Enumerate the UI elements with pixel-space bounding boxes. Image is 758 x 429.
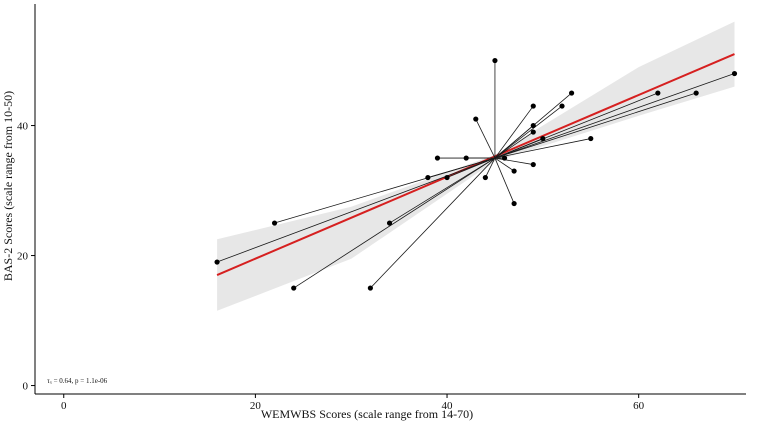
- points-layer: [214, 57, 738, 291]
- spokes-layer: [216, 60, 735, 289]
- data-point: [214, 259, 220, 265]
- data-point: [473, 116, 479, 122]
- data-point: [444, 174, 450, 181]
- spoke-line: [475, 118, 496, 159]
- fit-line-layer: [216, 53, 735, 276]
- spoke-line: [446, 157, 496, 178]
- spoke-line: [494, 157, 515, 172]
- spoke-line: [494, 131, 534, 159]
- data-point: [492, 57, 498, 64]
- data-point: [731, 70, 738, 77]
- data-point: [434, 155, 441, 161]
- x-tick-label: 60: [633, 400, 645, 412]
- spoke-line: [494, 157, 534, 165]
- data-point: [511, 168, 517, 174]
- data-point: [511, 200, 517, 207]
- data-point: [386, 220, 393, 226]
- data-point: [367, 285, 373, 291]
- data-point: [530, 161, 536, 168]
- x-tick-label: 20: [250, 400, 262, 412]
- data-point: [425, 174, 431, 181]
- regression-line: [216, 53, 735, 276]
- axes-layer: [34, 4, 746, 395]
- data-point: [291, 285, 297, 291]
- spoke-line: [494, 157, 515, 204]
- spoke-line: [216, 157, 496, 263]
- spoke-line: [370, 157, 496, 289]
- y-tick-label: 20: [17, 251, 29, 263]
- data-point: [588, 135, 594, 142]
- data-point: [501, 155, 508, 161]
- data-point: [530, 122, 536, 129]
- ticks-layer: 0 20 40 60 0 20 40: [17, 121, 645, 412]
- spoke-line: [494, 92, 697, 159]
- stat-annotation: τₓ = 0.64, p = 1.1e-06: [47, 377, 108, 385]
- y-tick-label: 0: [23, 381, 29, 393]
- data-point: [530, 129, 536, 135]
- data-point: [540, 135, 546, 142]
- data-point: [559, 103, 565, 109]
- data-point: [530, 103, 536, 109]
- data-point: [463, 155, 469, 161]
- x-tick-label: 0: [61, 400, 67, 412]
- data-point: [271, 220, 278, 226]
- y-tick-label: 40: [17, 121, 29, 133]
- spoke-line: [427, 157, 496, 178]
- spoke-line: [293, 157, 496, 289]
- data-point: [482, 174, 488, 181]
- spoke-line: [494, 138, 591, 159]
- y-axis-title: BAS-2 Scores (scale range from 10-50): [1, 91, 15, 281]
- data-point: [693, 90, 699, 96]
- spoke-line: [494, 105, 563, 159]
- spoke-line: [389, 157, 496, 224]
- x-tick-label: 40: [442, 400, 454, 412]
- spoke-line: [494, 92, 658, 159]
- x-axis-title: WEMWBS Scores (scale range from 14-70): [261, 407, 473, 421]
- spoke-line: [485, 157, 496, 178]
- data-point: [569, 90, 575, 96]
- data-point: [655, 90, 661, 96]
- spoke-line: [494, 105, 534, 159]
- spoke-line: [494, 73, 735, 159]
